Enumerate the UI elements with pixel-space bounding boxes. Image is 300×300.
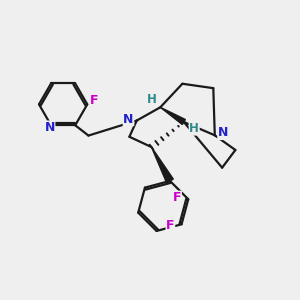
Text: H: H — [147, 93, 157, 106]
Polygon shape — [152, 147, 173, 183]
Text: N: N — [123, 112, 134, 126]
Text: N: N — [218, 126, 228, 140]
Text: F: F — [173, 191, 181, 204]
Text: H: H — [189, 122, 199, 135]
Text: F: F — [89, 94, 98, 107]
Text: F: F — [166, 219, 175, 232]
Polygon shape — [160, 107, 185, 124]
Text: N: N — [44, 121, 55, 134]
